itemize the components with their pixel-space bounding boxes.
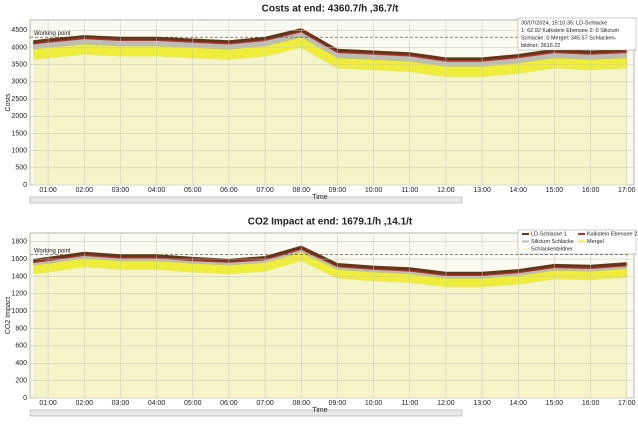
y-tick-label: 2000 bbox=[11, 113, 27, 120]
tooltip-line: Schlacke: 0 Mergel: 345.57 Schlacken- bbox=[521, 35, 617, 41]
y-tick-label: 1000 bbox=[11, 308, 27, 315]
y-tick-label: 500 bbox=[15, 165, 27, 172]
y-tick-label: 4500 bbox=[11, 27, 27, 34]
x-tick-label: 07:00 bbox=[256, 400, 274, 407]
scrollbar[interactable] bbox=[29, 409, 463, 417]
legend-label: Kalkstein Ebensee 2 bbox=[587, 231, 637, 237]
x-tick-label: 05:00 bbox=[184, 187, 202, 194]
x-tick-label: 03:00 bbox=[112, 400, 130, 407]
x-tick-label: 02:00 bbox=[75, 187, 93, 194]
x-tick-label: 10:00 bbox=[365, 400, 383, 407]
y-tick-label: 600 bbox=[15, 343, 27, 350]
chart-title: Costs at end: 4360.7/h ,36.7/t bbox=[262, 4, 399, 15]
tooltip-line: bildner: 3616.22 bbox=[521, 43, 560, 49]
x-tick-label: 14:00 bbox=[509, 187, 527, 194]
y-tick-label: 1000 bbox=[11, 147, 27, 154]
legend bbox=[517, 229, 637, 255]
y-tick-label: 400 bbox=[15, 360, 27, 367]
x-tick-label: 01:00 bbox=[39, 187, 57, 194]
y-tick-label: 1600 bbox=[11, 256, 27, 263]
x-tick-label: 02:00 bbox=[75, 400, 93, 407]
x-tick-label: 12:00 bbox=[437, 400, 455, 407]
y-tick-label: 1500 bbox=[11, 130, 27, 137]
y-tick-label: 3000 bbox=[11, 79, 27, 86]
legend-label: Silicium Schlacke bbox=[531, 239, 574, 245]
x-tick-label: 10:00 bbox=[365, 187, 383, 194]
x-tick-label: 09:00 bbox=[329, 187, 347, 194]
working-point-label: Working point bbox=[34, 248, 71, 254]
x-tick-label: 03:00 bbox=[112, 187, 130, 194]
x-axis-label: Time bbox=[312, 407, 327, 414]
x-tick-label: 14:00 bbox=[509, 400, 527, 407]
tooltip-line: 1: 62.92 Kalkstein Ebensee 2: 0 Silicium bbox=[521, 28, 620, 34]
y-tick-label: 800 bbox=[15, 325, 27, 332]
x-tick-label: 06:00 bbox=[220, 187, 238, 194]
x-tick-label: 08:00 bbox=[292, 400, 310, 407]
x-tick-label: 17:00 bbox=[618, 187, 636, 194]
working-point-label: Working point bbox=[34, 31, 71, 37]
y-tick-label: 2500 bbox=[11, 96, 27, 103]
x-tick-label: 05:00 bbox=[184, 400, 202, 407]
y-tick-label: 4000 bbox=[11, 44, 27, 51]
x-tick-label: 09:00 bbox=[329, 400, 347, 407]
x-tick-label: 08:00 bbox=[292, 187, 310, 194]
legend-label: Schlackenbildner bbox=[531, 246, 573, 252]
y-tick-label: 1800 bbox=[11, 239, 27, 246]
x-tick-label: 16:00 bbox=[582, 400, 600, 407]
x-tick-label: 17:00 bbox=[618, 400, 636, 407]
x-tick-label: 13:00 bbox=[473, 400, 491, 407]
x-tick-label: 07:00 bbox=[256, 187, 274, 194]
x-tick-label: 11:00 bbox=[401, 400, 418, 407]
x-tick-label: 13:00 bbox=[473, 187, 491, 194]
y-tick-label: 0 bbox=[23, 395, 27, 402]
x-axis-label: Time bbox=[312, 194, 327, 201]
x-tick-label: 04:00 bbox=[148, 187, 166, 194]
y-tick-label: 1400 bbox=[11, 273, 27, 280]
x-tick-label: 11:00 bbox=[401, 187, 418, 194]
y-axis-label: Costs bbox=[5, 93, 12, 111]
y-tick-label: 1200 bbox=[11, 291, 27, 298]
x-tick-label: 15:00 bbox=[546, 400, 564, 407]
scrollbar[interactable] bbox=[29, 196, 463, 204]
x-tick-label: 06:00 bbox=[220, 400, 238, 407]
x-tick-label: 16:00 bbox=[582, 187, 600, 194]
tooltip bbox=[517, 17, 637, 51]
x-tick-label: 12:00 bbox=[437, 187, 455, 194]
legend-label: LD-Schlacke 1 bbox=[531, 231, 567, 237]
y-tick-label: 200 bbox=[15, 377, 27, 384]
x-tick-label: 15:00 bbox=[546, 187, 564, 194]
legend-label: Mergel bbox=[587, 239, 604, 245]
y-tick-label: 3500 bbox=[11, 62, 27, 69]
y-tick-label: 0 bbox=[23, 182, 27, 189]
tooltip-line: 30/07/2024, 15:10:35: LD-Schlacke bbox=[521, 20, 607, 26]
y-axis-label: CO2 Impact bbox=[5, 297, 12, 334]
chart-title: CO2 Impact at end: 1679.1/h ,14.1/t bbox=[248, 217, 413, 228]
x-tick-label: 01:00 bbox=[39, 400, 57, 407]
x-tick-label: 04:00 bbox=[148, 400, 166, 407]
